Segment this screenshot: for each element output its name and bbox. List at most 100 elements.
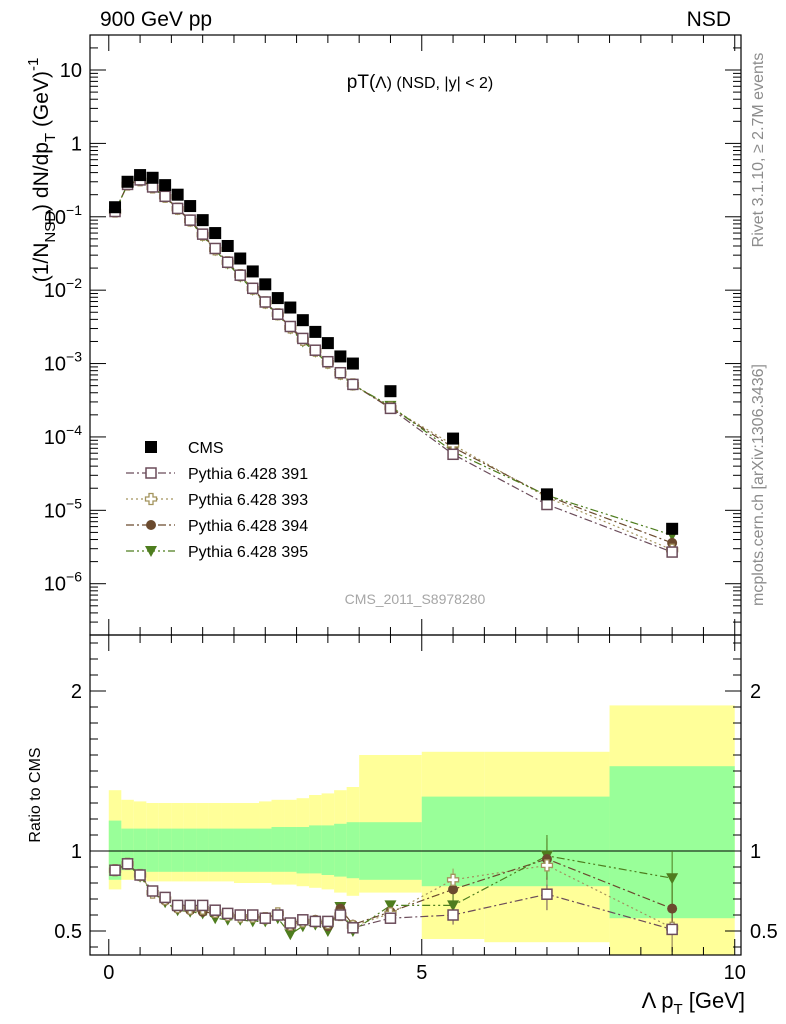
ratio-y-tick-label: 2 (71, 681, 82, 703)
data-point-s0-9 (221, 239, 234, 252)
ratio-line-0 (114, 863, 673, 930)
data-point-s0-20 (384, 385, 397, 398)
data-point-s0-15 (296, 314, 309, 327)
data-point-s0-18 (334, 350, 347, 363)
ratio-point-s3-21 (447, 900, 460, 912)
ratio-point-s1-21 (446, 873, 460, 886)
ratio-point-s0-13 (272, 909, 284, 921)
y-tick-label: 10−6 (44, 569, 82, 596)
main-plot-marks (108, 169, 679, 558)
ratio-point-s3-14 (284, 929, 297, 941)
data-point-s1-19 (347, 378, 359, 391)
stat-band-12 (259, 828, 272, 872)
legend-entry-2: Pythia 6.428 393 (188, 492, 308, 509)
stat-band-18 (334, 823, 347, 877)
ratio-point-s0-11 (247, 909, 259, 921)
stat-band-5 (171, 828, 184, 872)
ratio-y-tick-label-right: 0.5 (750, 921, 778, 943)
data-point-s0-3 (146, 171, 159, 184)
y-tick-label: 10−2 (44, 275, 82, 302)
stat-band-19 (346, 822, 360, 879)
plot-title: pT(Λ) (NSD, |y| < 2) (347, 72, 493, 93)
data-point-s1-7 (196, 228, 209, 240)
ratio-point-s0-22 (541, 888, 553, 900)
data-point-s1-17 (322, 355, 334, 368)
analysis-watermark: CMS_2011_S8978280 (345, 591, 486, 607)
ratio-y-tick-label-right: 2 (750, 681, 761, 703)
y-tick-label: 1 (71, 133, 82, 155)
data-point-s1-13 (272, 308, 284, 320)
data-point-s0-6 (184, 200, 197, 213)
data-point-s0-16 (309, 325, 322, 338)
data-point-s0-14 (284, 301, 297, 314)
energy-label: 900 GeV pp (100, 8, 212, 31)
data-point-s0-12 (259, 278, 272, 291)
ratio-point-s0-4 (159, 891, 171, 904)
stat-band-8 (208, 828, 222, 872)
ratio-point-s0-12 (259, 912, 272, 924)
ratio-panel: 0.5 0.5 1 1 2 2 0 5 10 Ratio to CMS Λ pT [GeV] (27, 634, 778, 1018)
data-point-s1-11 (247, 282, 259, 295)
data-point-s1-18 (334, 366, 347, 379)
legend-marker-3 (146, 520, 156, 530)
mcplots-label: mcplots.cern.ch [arXiv:1306.3436] (750, 364, 767, 606)
data-point-s0-23 (666, 522, 679, 535)
data-point-s1-8 (209, 242, 221, 255)
ratio-point-s0-16 (309, 915, 322, 928)
data-point-s0-5 (171, 188, 184, 201)
ratio-plot-marks (108, 835, 679, 952)
stat-band-15 (296, 827, 310, 874)
data-point-s0-2 (134, 169, 147, 182)
y-tick-label: 10−5 (44, 495, 82, 522)
data-point-s1-9 (221, 256, 234, 269)
legend-marker-2 (144, 492, 158, 506)
y-tick-label: 10−3 (44, 349, 82, 376)
stat-band-10 (233, 828, 247, 872)
ratio-point-s2-21 (448, 884, 459, 895)
main-panel: 10 1 10−1 10−2 10−3 10−4 10−5 10−6 pT(Λ) (NSD, … (25, 34, 742, 636)
ratio-point-s2-23 (667, 903, 678, 914)
data-point-s1-21 (447, 448, 459, 461)
rivet-label: Rivet 3.1.10, ≥ 2.7M events (750, 53, 767, 248)
legend-entry-4: Pythia 6.428 395 (188, 544, 308, 561)
ratio-point-s0-1 (121, 858, 134, 870)
data-point-s0-19 (346, 357, 359, 370)
legend: CMS Pythia 6.428 391 Pythia 6.428 393 Pythi… (126, 440, 308, 561)
y-tick-label: 10 (60, 60, 82, 82)
ratio-point-s0-23 (666, 923, 678, 936)
data-point-s1-10 (234, 269, 246, 281)
data-point-s1-6 (184, 214, 196, 226)
data-point-s1-5 (171, 202, 184, 215)
x-tick-label: 5 (416, 962, 427, 984)
data-point-s0-10 (234, 252, 247, 265)
data-point-s0-17 (321, 337, 334, 350)
data-point-s0-22 (540, 488, 553, 501)
ratio-point-s0-7 (196, 899, 209, 912)
ratio-line-1 (114, 863, 673, 929)
main-axis-ticks (90, 34, 741, 636)
y-tick-label: 10−4 (44, 422, 82, 449)
stat-band-11 (246, 828, 260, 872)
ratio-point-s0-20 (384, 912, 397, 924)
stat-band-14 (284, 827, 297, 872)
stat-band-2 (133, 828, 147, 871)
ratio-point-s0-5 (171, 899, 184, 912)
data-point-s0-7 (196, 214, 209, 227)
legend-entry-1: Pythia 6.428 391 (188, 466, 308, 483)
data-point-s0-11 (246, 265, 259, 278)
stat-band-16 (309, 825, 322, 874)
data-point-s0-8 (209, 227, 222, 240)
stat-band-7 (196, 828, 209, 872)
legend-marker-4 (145, 546, 157, 557)
data-point-s1-14 (284, 320, 297, 333)
ratio-y-tick-label: 1 (71, 841, 82, 863)
stat-band-3 (146, 828, 159, 872)
data-point-s0-4 (159, 179, 172, 192)
ratio-point-s0-21 (447, 909, 459, 921)
ratio-point-s0-8 (209, 904, 221, 916)
ratio-point-s0-14 (284, 917, 297, 929)
y-tick-label: 10−1 (44, 202, 82, 229)
data-point-s1-4 (159, 190, 171, 203)
ratio-tick-labels: 0.5 0.5 1 1 2 2 0 5 10 (54, 681, 778, 984)
